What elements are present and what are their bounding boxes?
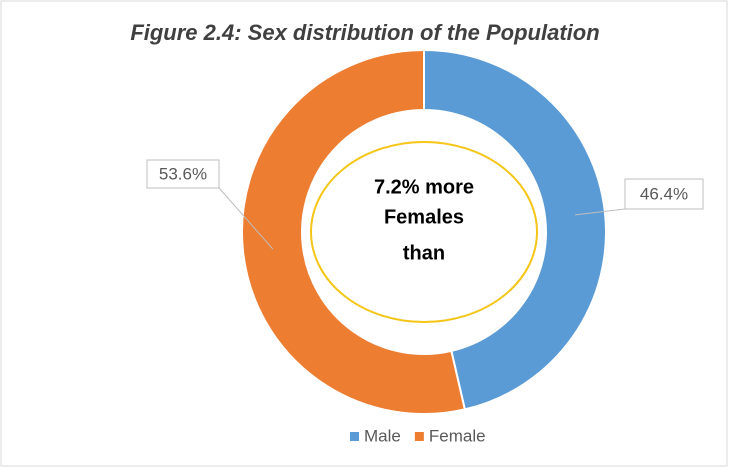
legend-label: Female xyxy=(429,426,486,445)
legend-swatch xyxy=(350,432,359,441)
leader-line xyxy=(574,208,626,216)
annotation-text: 7.2% more xyxy=(374,176,474,198)
data-label-box xyxy=(624,178,704,210)
legend-label: Male xyxy=(364,426,401,445)
annotation-ellipse xyxy=(310,141,538,323)
data-label: 53.6% xyxy=(159,164,207,183)
annotation-text: than xyxy=(403,242,445,264)
donut-slice xyxy=(423,48,607,411)
leader-line xyxy=(218,187,274,250)
data-label: 46.4% xyxy=(640,184,688,203)
chart-title: Figure 2.4: Sex distribution of the Popu… xyxy=(130,20,599,45)
legend-swatch xyxy=(414,432,424,441)
annotation-text: Females xyxy=(384,206,464,228)
data-label-box xyxy=(146,159,220,189)
donut-slice xyxy=(241,48,467,415)
